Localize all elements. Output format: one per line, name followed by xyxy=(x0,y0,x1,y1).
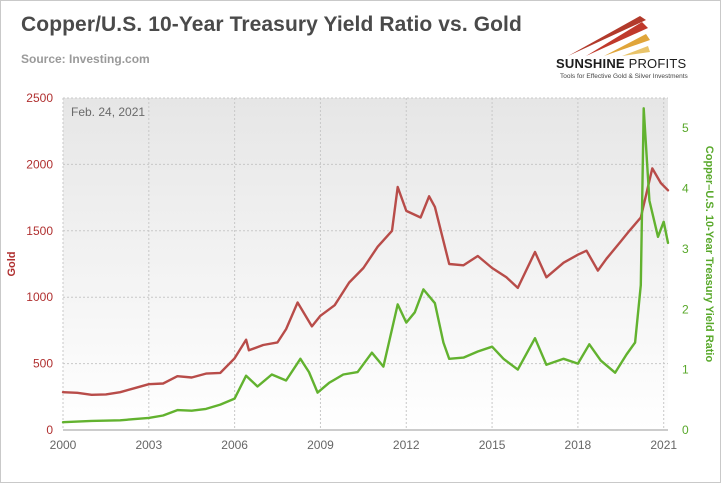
x-axis: 2000 2003 2006 2009 2012 2015 2018 2021 xyxy=(50,438,678,452)
left-tick-label: 1500 xyxy=(26,224,53,238)
x-tick-label: 2003 xyxy=(135,438,162,452)
series-lines xyxy=(61,107,670,424)
date-annotation: Feb. 24, 2021 xyxy=(71,105,145,119)
chart-source: Source: Investing.com xyxy=(21,52,150,66)
grid-lines xyxy=(62,97,668,431)
sunshine-profits-logo: SUNSHINE PROFITS Tools for Effective Gol… xyxy=(556,12,706,82)
right-axis: 0 1 2 3 4 5 xyxy=(682,121,689,437)
right-tick-label: 1 xyxy=(682,363,689,377)
right-tick-label: 2 xyxy=(682,302,689,316)
logo-name: SUNSHINE PROFITS xyxy=(556,56,686,71)
right-tick-label: 0 xyxy=(682,423,689,437)
right-tick-label: 5 xyxy=(682,121,689,135)
left-axis: 0 500 1000 1500 2000 2500 xyxy=(26,91,53,437)
gold-price-line xyxy=(61,167,670,396)
sunrays-icon xyxy=(568,16,650,56)
right-axis-title: Copper–U.S. 10-Year Treasury Yield Ratio xyxy=(703,146,715,363)
logo-name-light: PROFITS xyxy=(628,56,687,71)
left-tick-label: 0 xyxy=(46,423,53,437)
x-tick-label: 2021 xyxy=(650,438,677,452)
x-tick-label: 2006 xyxy=(221,438,248,452)
x-tick-label: 2015 xyxy=(479,438,506,452)
x-tick-label: 2012 xyxy=(393,438,420,452)
left-tick-label: 2000 xyxy=(26,157,53,171)
left-tick-label: 2500 xyxy=(26,91,53,105)
right-tick-label: 4 xyxy=(682,182,689,196)
left-tick-label: 500 xyxy=(33,357,53,371)
copper-yield-ratio-line xyxy=(61,107,670,424)
chart-title: Copper/U.S. 10-Year Treasury Yield Ratio… xyxy=(21,13,522,36)
x-tick-label: 2009 xyxy=(307,438,334,452)
logo-name-bold: SUNSHINE xyxy=(556,56,625,71)
left-tick-label: 1000 xyxy=(26,290,53,304)
x-tick-label: 2000 xyxy=(50,438,77,452)
x-tick-label: 2018 xyxy=(565,438,592,452)
logo-tagline: Tools for Effective Gold & Silver Invest… xyxy=(560,73,688,80)
left-axis-title: Gold xyxy=(6,251,18,276)
right-tick-label: 3 xyxy=(682,242,689,256)
